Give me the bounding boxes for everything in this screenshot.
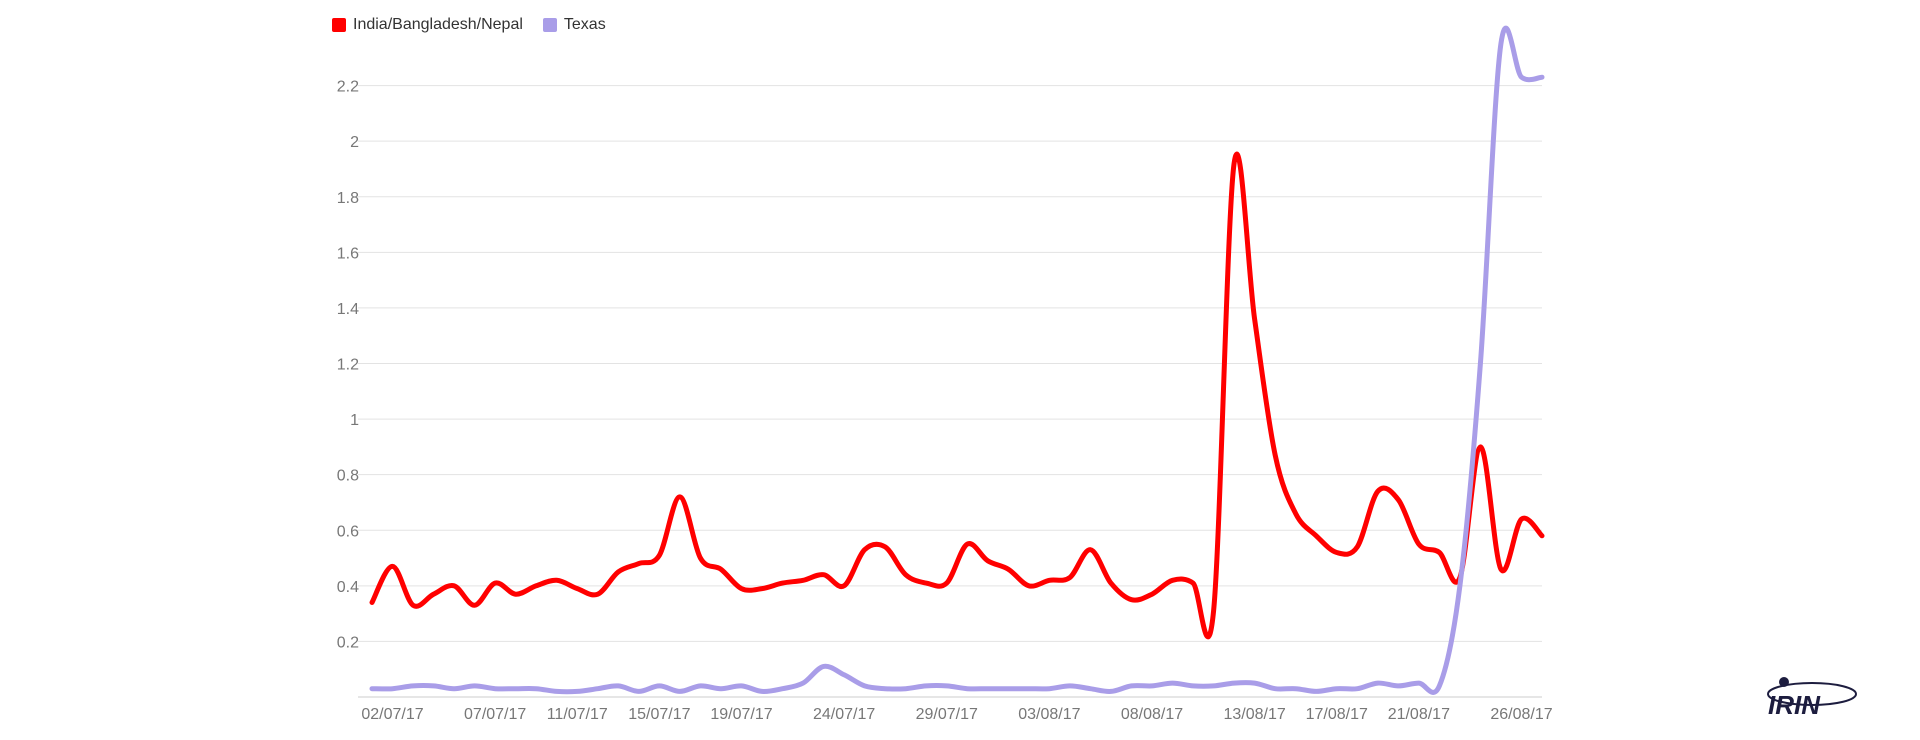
grid: [358, 85, 1542, 698]
y-tick-label: 1.2: [337, 357, 359, 374]
x-tick-label: 03/08/17: [1018, 706, 1080, 723]
x-tick-label: 07/07/17: [464, 706, 526, 723]
x-tick-label: 24/07/17: [813, 706, 875, 723]
y-tick-label: 1.6: [337, 245, 359, 262]
y-tick-label: 1.8: [337, 190, 359, 207]
logo-orbit: [1767, 682, 1857, 706]
legend-swatch-texas: [542, 18, 557, 32]
legend: India/Bangladesh/Nepal Texas: [332, 16, 606, 34]
series-line-india-bangladesh-nepal[interactable]: [369, 151, 1545, 640]
irin-logo: IRIN: [1767, 677, 1857, 720]
x-axis: 02/07/17 07/07/17 11/07/17 15/07/17 19/07/17…: [361, 706, 1552, 723]
x-tick-label: 08/08/17: [1121, 706, 1183, 723]
x-tick-label: 17/08/17: [1306, 706, 1368, 723]
x-tick-label: 02/07/17: [361, 706, 423, 723]
x-tick-label: 29/07/17: [916, 706, 978, 723]
x-tick-label: 19/07/17: [710, 706, 772, 723]
y-tick-label: 2.2: [337, 79, 359, 96]
x-tick-label: 26/08/17: [1490, 706, 1552, 723]
x-tick-label: 11/07/17: [547, 706, 608, 723]
legend-label-texas: Texas: [563, 16, 606, 33]
legend-label-india: India/Bangladesh/Nepal: [353, 16, 523, 33]
y-tick-label: 1.4: [337, 301, 359, 318]
y-tick-label: 0.8: [337, 468, 359, 485]
series-line-texas[interactable]: [369, 25, 1545, 695]
legend-swatch-india: [332, 18, 346, 32]
x-tick-label: 13/08/17: [1223, 706, 1285, 723]
logo-text: IRIN: [1768, 690, 1821, 720]
series-lines: [369, 25, 1545, 695]
y-tick-label: 0.6: [337, 523, 359, 540]
y-tick-label: 1: [350, 412, 359, 429]
x-tick-label: 15/07/17: [628, 706, 690, 723]
legend-item-india[interactable]: India/Bangladesh/Nepal: [332, 16, 523, 34]
logo-dot: [1779, 677, 1789, 687]
y-tick-label: 2: [350, 134, 359, 151]
legend-item-texas[interactable]: Texas: [542, 16, 606, 34]
y-axis: 0.2 0.4 0.6 0.8 1 1.2 1.4 1.6 1.8 2 2.2: [337, 79, 359, 652]
y-tick-label: 0.2: [337, 634, 359, 651]
y-tick-label: 0.4: [337, 579, 359, 596]
x-tick-label: 21/08/17: [1388, 706, 1450, 723]
